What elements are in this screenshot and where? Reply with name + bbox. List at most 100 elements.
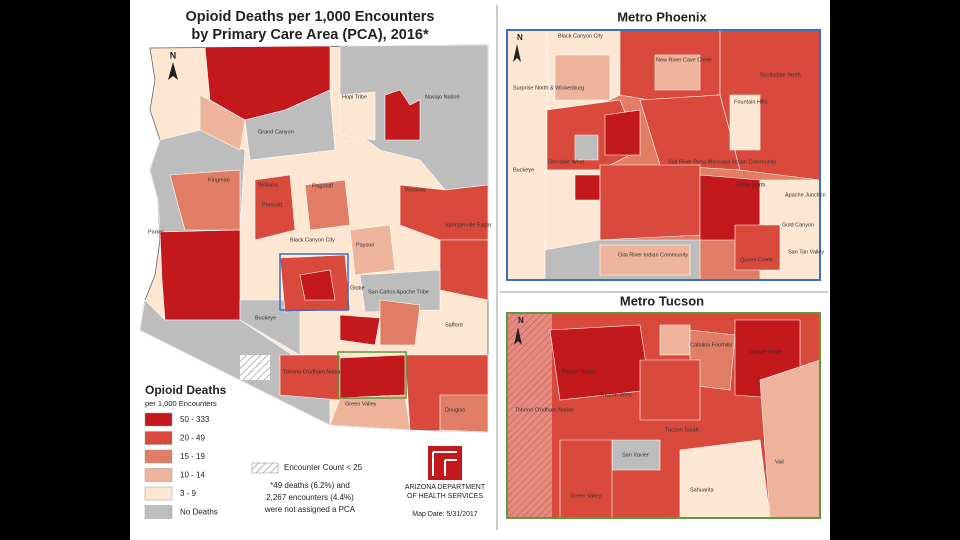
map-date: Map Date: 5/31/2017 [412, 511, 477, 518]
north-arrow: N [517, 33, 523, 42]
logo-lines [432, 451, 457, 476]
legend-swatch [144, 468, 173, 482]
region-label: Prescott [262, 202, 283, 208]
state-map: N [139, 44, 489, 433]
region-label: Hopi Tribe [342, 94, 367, 100]
region [599, 244, 691, 276]
hatch-label: Encounter Count < 25 [284, 463, 363, 472]
hatched-region [507, 313, 552, 518]
agency-logo [428, 446, 462, 480]
region [659, 324, 691, 356]
inset-title: Metro Phoenix [617, 9, 707, 24]
region [199, 94, 246, 151]
region-label: Tohono O'odham Nation [515, 407, 574, 413]
legend-label: 10 - 14 [180, 471, 205, 480]
region-label: Mesa North [737, 182, 765, 188]
region [299, 269, 336, 301]
region-label: San Xavier [622, 452, 649, 458]
legend-label: 50 - 333 [180, 415, 210, 424]
region-label: San Tan Valley [788, 249, 824, 255]
region-label: Buckeye [255, 315, 276, 321]
region-label: Tohono O'odham Nation [283, 369, 342, 375]
region-label: Surprise North & Wickenburg [513, 85, 584, 91]
hatched-region [240, 355, 270, 380]
region [729, 94, 761, 151]
north-arrow: N [170, 50, 177, 60]
region-label: Grand Canyon [258, 129, 294, 135]
region-label: Vail [775, 459, 784, 465]
region-label: Fountain Hills [734, 99, 768, 105]
legend-swatch [144, 486, 173, 501]
region [599, 164, 701, 241]
region-label: New River Cave Creek [656, 57, 712, 63]
note: were not assigned a PCA [264, 505, 356, 514]
tucson-extent [337, 351, 407, 399]
region [604, 109, 641, 156]
region-label: Globe [350, 285, 365, 291]
region [654, 54, 701, 91]
region-label: Gila River Indian Community [618, 252, 688, 258]
legend-swatch [144, 449, 173, 464]
north-arrow-icon [514, 327, 522, 345]
region [169, 169, 241, 231]
legend-label: 20 - 49 [180, 434, 205, 443]
phoenix-labels: Black Canyon City New River Cave Creek S… [513, 33, 826, 263]
map-title: by Primary Care Area (PCA), 2016* [191, 27, 429, 43]
region-label: Winslow [405, 187, 426, 193]
north-arrow-icon [168, 62, 178, 80]
region-label: Catalina Foothills [690, 342, 732, 348]
region-label: Black Canyon City [290, 237, 335, 243]
region [279, 354, 341, 401]
region-label: Safford [445, 322, 463, 328]
region [244, 89, 336, 161]
region [329, 394, 411, 431]
region [679, 439, 771, 519]
region [159, 229, 241, 321]
note: *49 deaths (6.2%) and [270, 481, 350, 490]
legend-label: 15 - 19 [180, 452, 205, 461]
region [574, 174, 601, 201]
agency-name: OF HEALTH SERVICES [407, 493, 483, 500]
region-label: Black Canyon City [558, 33, 603, 39]
region-label: Payson [356, 242, 374, 248]
region-label: Tucson South [665, 427, 699, 433]
region [304, 179, 351, 231]
tucson-labels: Picture Rocks Catalina Foothills Tanque … [515, 342, 784, 499]
region [574, 134, 599, 161]
inset-title: Metro Tucson [620, 293, 704, 308]
agency-name: ARIZONA DEPARTMENT [405, 484, 486, 491]
region [639, 94, 741, 171]
region-label: Williams [258, 182, 279, 188]
legend: Opioid Deaths per 1,000 Encounters 50 - … [144, 383, 227, 519]
region-label: Glendale West [548, 159, 584, 165]
legend-label: 3 - 9 [180, 489, 197, 498]
inset-frame [506, 29, 821, 281]
region [339, 91, 376, 141]
region [339, 314, 381, 346]
region-label: Sahuarita [690, 487, 714, 493]
region-label: Springerville Eagar [445, 222, 492, 228]
region-label: Tanque Verde [748, 349, 782, 355]
region [559, 439, 613, 519]
region [349, 224, 396, 276]
region-label: Gold Canyon [782, 222, 814, 228]
region-label: Salt River Pima-Maricopa Indian Communit… [668, 159, 776, 165]
region [734, 224, 781, 271]
region-label: Green Valley [570, 493, 602, 499]
region-label: Tucson West [600, 392, 632, 398]
region [384, 89, 421, 141]
region [439, 394, 489, 433]
region-label: Queen Creek [740, 257, 773, 263]
region [379, 299, 421, 346]
region-label: Douglas [445, 407, 465, 413]
hatch-swatch [251, 462, 279, 474]
inset-frame [506, 312, 821, 519]
phoenix-extent [279, 253, 349, 311]
region-label: San Carlos Apache Tribe [368, 289, 429, 295]
legend-subtitle: per 1,000 Encounters [145, 399, 217, 408]
region-label: Parker [148, 229, 164, 235]
map-title: Opioid Deaths per 1,000 Encounters [186, 9, 435, 25]
north-arrow: N [518, 316, 524, 325]
region-label: Kingman [208, 177, 230, 183]
